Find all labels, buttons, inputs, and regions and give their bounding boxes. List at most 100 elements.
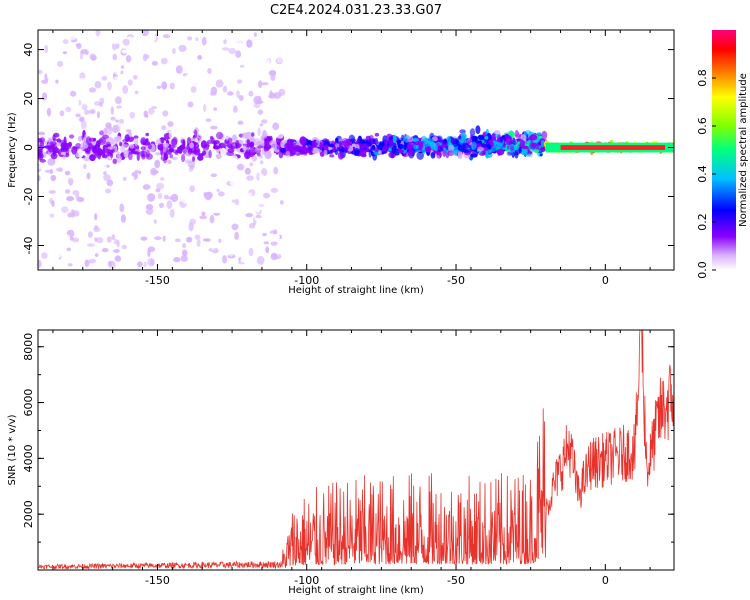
- spectrogram-cell: [120, 105, 128, 111]
- spectrogram-cell: [65, 189, 71, 194]
- spectrogram-cell: [241, 199, 247, 206]
- spectrogram-cell: [540, 140, 545, 148]
- spectrogram-cell: [181, 153, 186, 163]
- spectrogram-cell: [441, 144, 447, 148]
- spectrogram-cell: [130, 175, 135, 181]
- spectrogram-cell: [537, 132, 542, 136]
- spectrogram-cell: [125, 55, 132, 63]
- spectrogram-cell: [139, 196, 144, 200]
- spectrogram-cell: [149, 34, 157, 42]
- spectrogram-cell: [150, 167, 158, 176]
- spectrogram-cell: [94, 213, 98, 221]
- spectrogram-cell: [114, 67, 122, 76]
- spectrogram-cell: [153, 88, 157, 97]
- spectrogram-cell: [50, 152, 58, 160]
- spectrogram-cell: [541, 130, 548, 140]
- spectrogram-cell: [151, 60, 158, 66]
- snr-xlabel: Height of straight line (km): [288, 585, 424, 596]
- spectrogram-cell: [279, 200, 284, 205]
- spectrogram-cell: [362, 143, 368, 149]
- spectrogram-cell: [187, 101, 194, 108]
- spectrogram-cell: [121, 49, 129, 54]
- spectrogram-cell: [44, 44, 49, 53]
- spectrogram-frame: [37, 29, 675, 271]
- spectrogram-cell: [262, 41, 269, 48]
- spectrogram-cell: [116, 239, 120, 248]
- spectrogram-cell: [92, 176, 99, 184]
- spectrogram-cell: [101, 164, 108, 170]
- spectrogram-cell: [235, 50, 242, 58]
- spectrogram-cell: [224, 221, 229, 229]
- spectrogram-cell: [99, 137, 106, 145]
- spectrogram-cell: [274, 116, 279, 122]
- spectrogram-cell: [143, 75, 150, 82]
- spectrogram-cell: [270, 252, 278, 261]
- spectrogram-cell: [452, 139, 459, 148]
- spectrogram-cell: [403, 143, 407, 151]
- spectrogram-cell: [126, 48, 131, 55]
- spectrogram-cell: [116, 43, 120, 49]
- x-tick-label: -50: [447, 274, 465, 287]
- spectrogram-cell: [101, 75, 108, 81]
- snr-marks: [38, 330, 674, 570]
- spectrogram-cell: [162, 235, 166, 242]
- spectrogram-cell: [144, 114, 149, 118]
- spectrogram-cell: [88, 137, 96, 142]
- spectrogram-cell: [496, 148, 505, 156]
- spectrogram-cell: [205, 191, 213, 199]
- x-tick-label: -150: [145, 574, 170, 587]
- spectrogram-cell: [38, 259, 42, 269]
- spectrogram-cell: [247, 143, 253, 147]
- spectrogram-cell: [359, 149, 367, 157]
- spectrogram-cell: [335, 143, 340, 148]
- spectrogram-cell: [236, 206, 244, 211]
- spectrogram-cell: [140, 236, 148, 241]
- spectrogram-cell: [481, 143, 489, 148]
- spectrogram-cell: [200, 140, 207, 149]
- spectrogram-cell: [222, 47, 230, 51]
- spectrogram-cell: [60, 76, 64, 83]
- spectrogram-cell: [138, 170, 142, 174]
- spectrogram-cell: [254, 247, 259, 253]
- spectrogram-cell: [101, 248, 109, 253]
- spectrogram-cell: [62, 99, 68, 104]
- spectrogram-cell: [238, 83, 245, 89]
- spectrogram-cell: [68, 177, 74, 186]
- spectrogram-cell: [104, 188, 112, 194]
- spectrogram-cell: [219, 64, 226, 69]
- spectrogram-cell: [87, 243, 95, 247]
- spectrogram-cell: [122, 38, 130, 46]
- figure-title: C2E4.2024.031.23.33.G07: [270, 3, 442, 18]
- spectrogram-cell: [136, 100, 142, 105]
- spectrogram-cell: [142, 140, 151, 146]
- spectrogram-cell: [248, 247, 254, 257]
- spectrogram-cell: [236, 163, 245, 171]
- spectrogram-cell: [374, 132, 380, 137]
- spectrogram-cell: [86, 43, 93, 52]
- spectrogram-cell: [99, 97, 105, 105]
- snr-frame: [37, 329, 675, 571]
- spectrogram-cell: [107, 81, 112, 91]
- spectrogram-cell: [122, 78, 126, 85]
- spectrogram-cell: [210, 173, 218, 178]
- spectrogram-cell: [263, 203, 268, 209]
- spectrogram-cell: [218, 238, 222, 243]
- spectrogram-cell: [44, 243, 49, 252]
- spectrogram-cell: [434, 144, 438, 152]
- spectrogram-cell: [141, 30, 149, 37]
- spectrogram-cell: [142, 53, 148, 62]
- spectrogram-cell: [161, 81, 168, 90]
- spectrogram-cell: [154, 110, 160, 118]
- spectrogram-cell: [177, 232, 182, 237]
- spectrogram-cell: [268, 107, 276, 114]
- spectrogram-cell: [107, 61, 116, 69]
- spectrogram-cell: [49, 141, 57, 147]
- spectrogram-cell: [248, 90, 254, 97]
- spectrogram-cell: [49, 168, 54, 175]
- spectrogram-cell: [71, 145, 78, 155]
- spectrogram-cell: [110, 106, 115, 115]
- spectrogram-cell: [512, 137, 516, 146]
- spectrogram-cell: [114, 255, 122, 262]
- spectrogram-cell: [296, 146, 302, 150]
- spectrogram-cell: [115, 135, 122, 143]
